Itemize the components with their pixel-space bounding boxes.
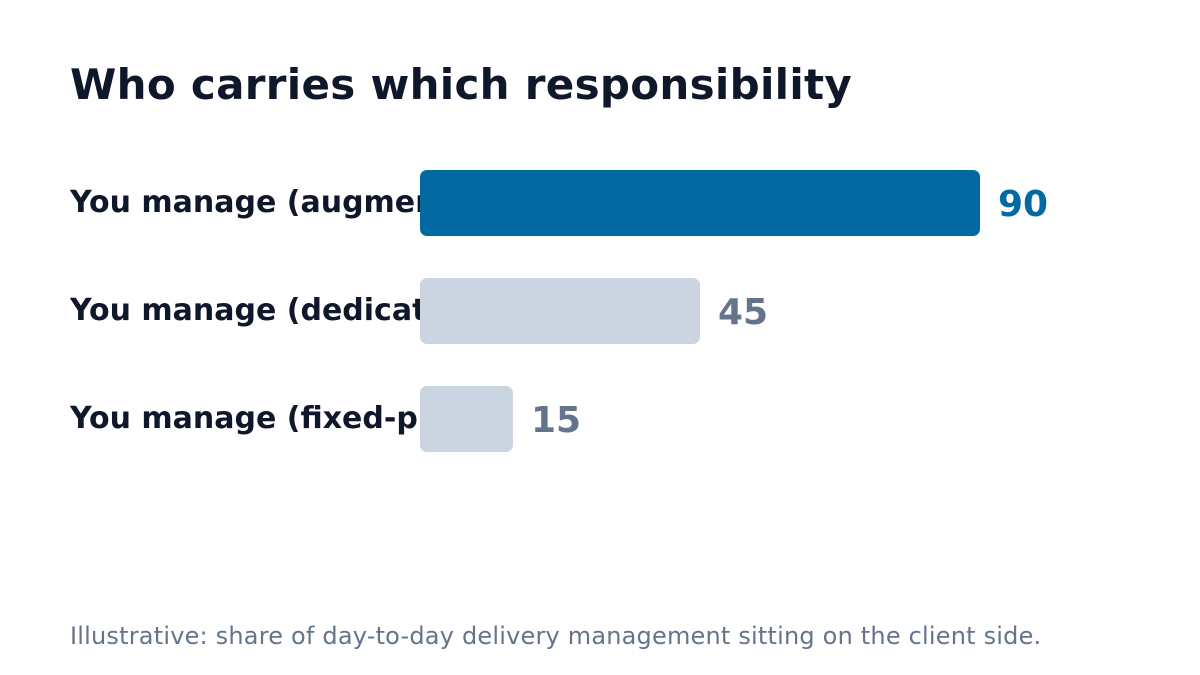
bar-label: You manage (fixed-pr <box>70 401 420 436</box>
bar-value-label: 15 <box>531 400 582 441</box>
bar-value-label: 45 <box>718 292 769 333</box>
bar <box>420 386 513 452</box>
chart-footnote: Illustrative: share of day-to-day delive… <box>70 622 1042 650</box>
bar-value-label: 90 <box>998 184 1049 225</box>
bar-label: You manage (augmen <box>70 185 420 220</box>
bar <box>420 170 980 236</box>
chart-title: Who carries which responsibility <box>70 60 853 109</box>
bar-label: You manage (dedicat <box>70 293 420 328</box>
bar <box>420 278 700 344</box>
